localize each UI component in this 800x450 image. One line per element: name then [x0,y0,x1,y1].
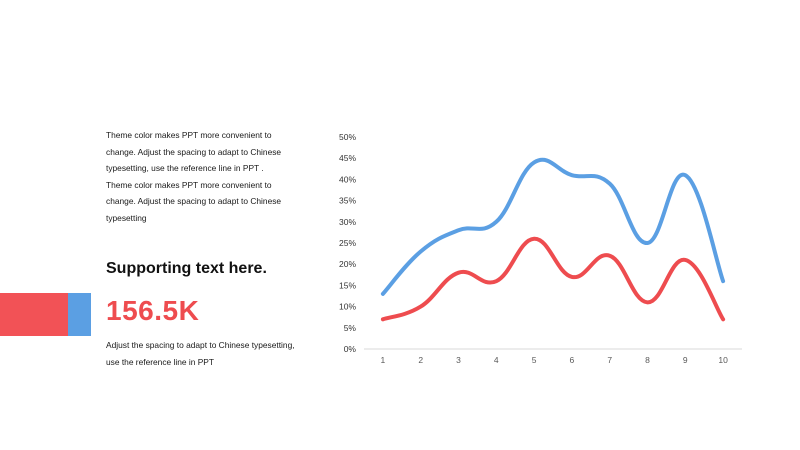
key-figure: 156.5K [106,295,200,326]
series-lines [380,157,726,322]
x-tick-label: 10 [718,355,728,365]
y-tick-label: 20% [339,259,356,269]
y-tick-label: 5% [344,323,357,333]
x-tick-label: 7 [607,355,612,365]
figure-caption: Adjust the spacing to adapt to Chinese t… [106,340,295,367]
y-tick-label: 15% [339,280,356,290]
y-tick-label: 0% [344,344,357,354]
x-tick-label: 6 [570,355,575,365]
y-tick-label: 25% [339,238,356,248]
line-chart: 0% 5% 10% 15% 20% 25% 30% 35% 40% 45% 50% 1 2 3 4 5 6 7 8… [339,132,742,365]
x-tick-label: 9 [683,355,688,365]
x-tick-label: 2 [418,355,423,365]
y-tick-label: 30% [339,217,356,227]
y-tick-label: 40% [339,174,356,184]
x-axis-labels: 1 2 3 4 5 6 7 8 9 10 [381,355,729,365]
blue-accent-bar [68,293,91,336]
x-tick-label: 4 [494,355,499,365]
y-tick-label: 50% [339,132,356,142]
y-tick-label: 10% [339,302,356,312]
y-tick-label: 35% [339,196,356,206]
x-tick-label: 1 [381,355,386,365]
series-line-1 [380,157,726,296]
supporting-heading: Supporting text here. [106,260,267,277]
red-accent-bar [0,293,68,336]
x-tick-label: 3 [456,355,461,365]
x-tick-label: 8 [645,355,650,365]
x-tick-label: 5 [532,355,537,365]
y-axis-labels: 0% 5% 10% 15% 20% 25% 30% 35% 40% 45% 50% [339,132,356,354]
body-paragraph: Theme color makes PPT more convenient to… [106,130,282,223]
series-line-2 [380,236,726,322]
y-tick-label: 45% [339,153,356,163]
